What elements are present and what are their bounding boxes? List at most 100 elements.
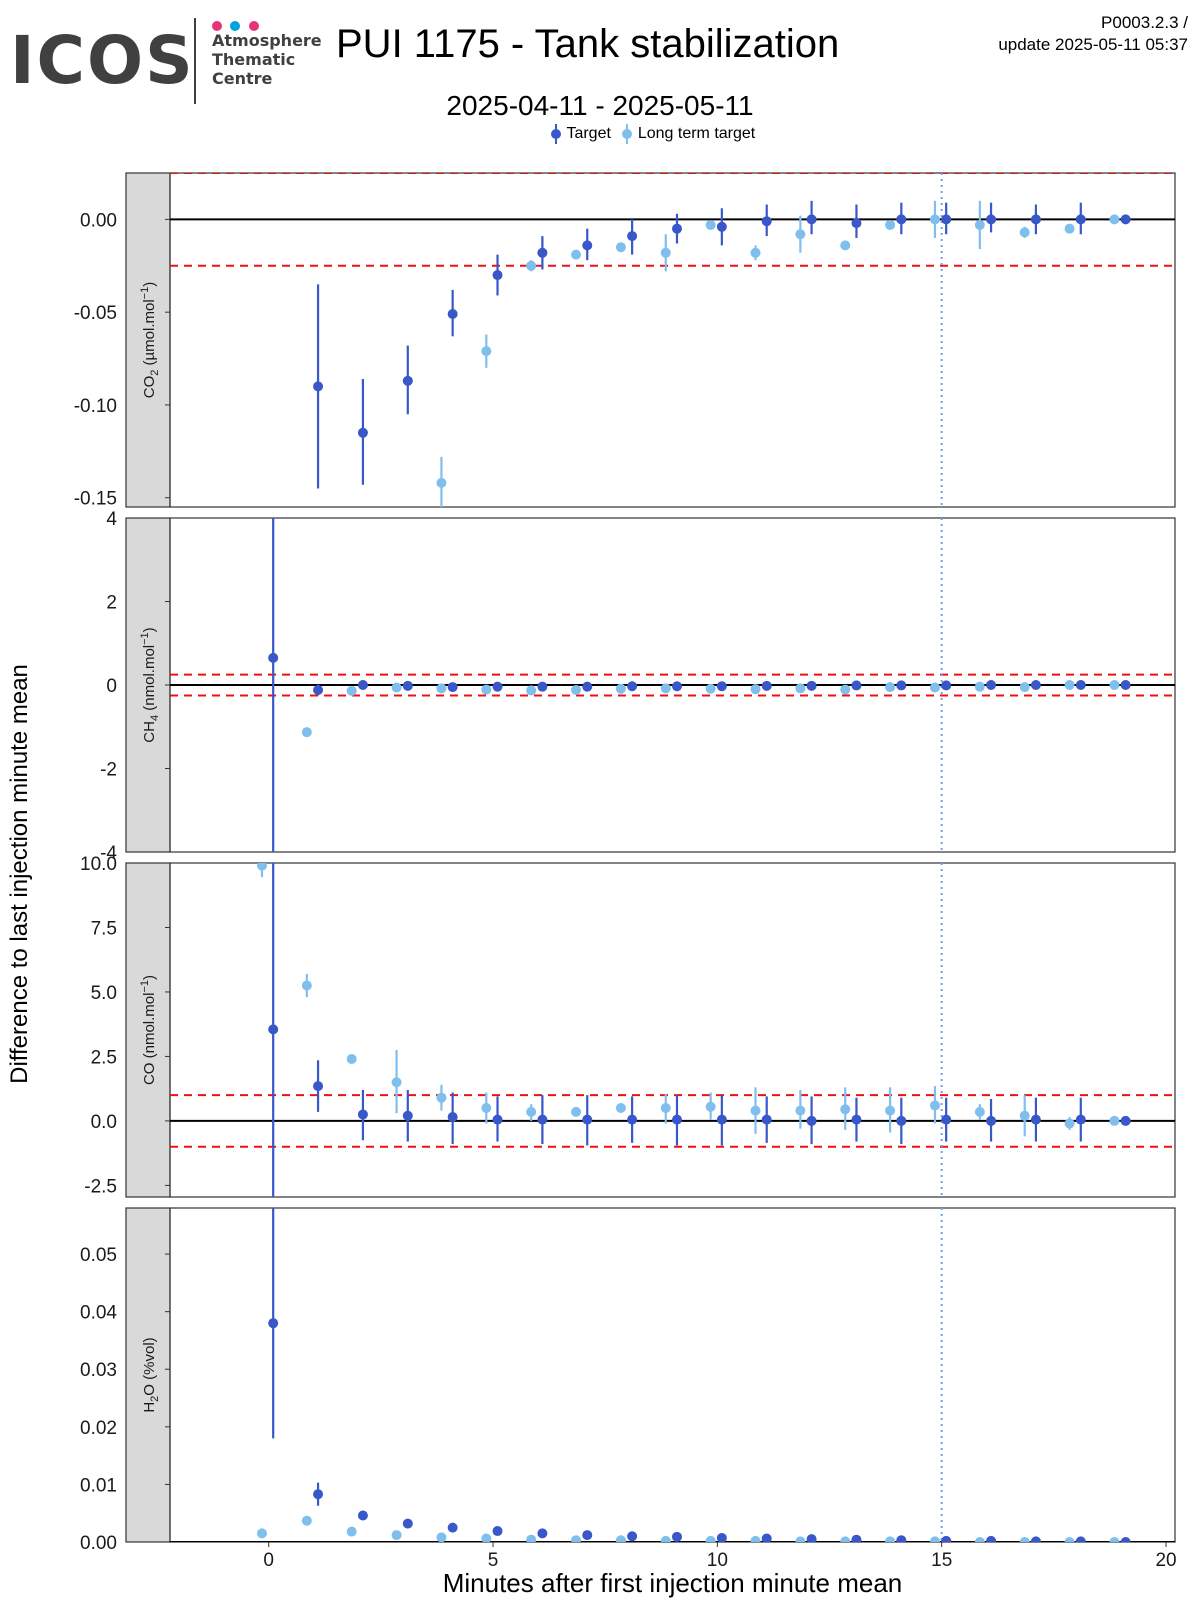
data-point (582, 240, 593, 251)
panel-marks (170, 863, 1175, 1197)
panel-strip-label: H2O (%vol) (141, 1337, 161, 1412)
data-point (671, 1114, 682, 1125)
data-point (391, 682, 402, 693)
y-tick-label: -4 (100, 843, 117, 864)
data-point (571, 249, 582, 260)
series-target (313, 200, 1131, 489)
data-point (929, 1100, 940, 1111)
strip-label-part: 2 (149, 370, 161, 376)
data-point (1064, 1118, 1075, 1129)
data-point (313, 1081, 324, 1092)
series-target (268, 518, 1131, 852)
y-tick-label: 0.04 (80, 1303, 117, 1324)
panel-frame (169, 172, 1176, 508)
data-point (986, 680, 997, 690)
series-long-term-target (256, 863, 1120, 1137)
series-long-term-target (436, 200, 1120, 507)
data-point (1120, 1115, 1131, 1126)
legend-key-long-term-target (621, 124, 633, 144)
data-point (313, 1489, 324, 1500)
data-point (671, 681, 682, 692)
data-point (974, 1537, 985, 1542)
data-point (391, 1077, 402, 1088)
data-point (761, 1533, 772, 1542)
data-point (447, 309, 458, 320)
data-point (1120, 1537, 1131, 1542)
chart-title: PUI 1175 - Tank stabilization (336, 22, 840, 66)
data-point (1030, 1536, 1041, 1542)
data-point (660, 1103, 671, 1114)
y-tick-label: 5.0 (91, 983, 117, 1004)
y-tick-label: -0.05 (74, 303, 117, 324)
data-point (346, 1054, 357, 1065)
legend-label-long-term-target: Long term target (637, 125, 756, 142)
data-point (1030, 680, 1041, 690)
data-point (615, 1103, 626, 1114)
data-point (492, 1114, 503, 1125)
strip-label-part: −1 (139, 980, 151, 993)
data-point (851, 1114, 862, 1125)
legend-item-long-term-target: Long term target (621, 124, 755, 144)
data-point (627, 1531, 638, 1542)
data-point (885, 1105, 896, 1116)
y-tick-label: 0.01 (80, 1475, 117, 1496)
logo-dots (212, 18, 263, 36)
panel-strip-label: CO2 (µmol.mol−1) (139, 282, 161, 398)
data-point (571, 685, 582, 696)
data-point (256, 1528, 267, 1539)
panel-co: CO (nmol.mol−1) 10.0 7.5 5.0 2.5 0.0 -2.5 (80, 854, 1176, 1198)
data-point (436, 1532, 447, 1542)
legend-dot-target (551, 129, 561, 139)
data-point (1030, 1114, 1041, 1125)
data-point (301, 980, 312, 991)
data-point (1109, 1115, 1120, 1126)
data-point (795, 683, 806, 694)
data-point (301, 1515, 312, 1526)
y-tick-label: 0.0 (91, 1112, 117, 1133)
data-point (447, 1112, 458, 1123)
data-point (750, 247, 761, 258)
data-point (346, 685, 357, 696)
data-point (492, 270, 503, 281)
data-point (436, 683, 447, 694)
data-point (806, 1534, 817, 1542)
data-point (526, 1106, 537, 1117)
data-point (268, 1024, 279, 1035)
data-point (1075, 214, 1086, 225)
strip-label-part: CO (141, 376, 158, 399)
data-point (1019, 682, 1030, 693)
data-point (268, 652, 279, 663)
data-point (840, 1104, 851, 1115)
data-point (436, 477, 447, 488)
panel-frame (169, 862, 1176, 1198)
data-point (615, 683, 626, 694)
logo-line-1: Atmosphere (212, 31, 322, 50)
data-point (795, 229, 806, 240)
data-point (660, 683, 671, 694)
panel-ch4: CH4 (nmol.mol−1)420-2-4 (100, 509, 1176, 864)
data-point (929, 1536, 940, 1542)
panel-marks (170, 1208, 1175, 1542)
strip-label-part: 4 (149, 715, 161, 721)
y-tick-label: 2 (106, 593, 117, 614)
data-point (582, 1114, 593, 1125)
data-point (851, 680, 862, 691)
icos-logo: ICOS Atmosphere Thematic Centre (10, 18, 322, 108)
data-point (716, 221, 727, 232)
data-point (750, 684, 761, 695)
y-tick-label: 2.5 (91, 1047, 117, 1068)
data-point (974, 681, 985, 692)
data-point (795, 1105, 806, 1116)
data-point (705, 1101, 716, 1112)
data-point (929, 682, 940, 693)
chart-subtitle: 2025-04-11 - 2025-05-11 (446, 90, 754, 121)
logo-dot-1 (212, 21, 222, 31)
logo-dot-3 (248, 21, 259, 31)
data-point (974, 219, 985, 230)
x-tick-label: 10 (707, 1550, 728, 1571)
data-point (941, 1535, 952, 1542)
data-point (941, 1114, 952, 1125)
data-point (526, 685, 537, 696)
data-point (526, 260, 537, 271)
data-point (941, 214, 952, 225)
